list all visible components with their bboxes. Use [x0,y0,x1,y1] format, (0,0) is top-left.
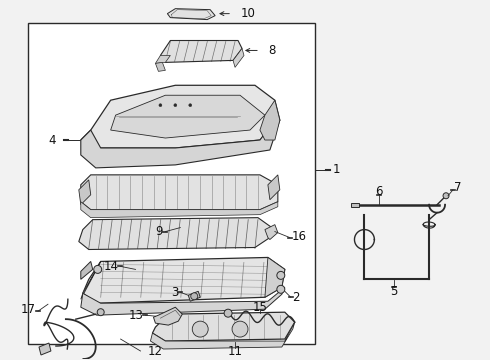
Text: 14: 14 [103,260,119,273]
Text: 16: 16 [292,230,307,243]
Polygon shape [81,85,280,148]
Polygon shape [260,100,280,140]
Polygon shape [153,307,182,325]
Text: 8: 8 [268,44,275,57]
Text: 7: 7 [454,181,462,194]
Text: 17: 17 [21,303,36,316]
Polygon shape [188,291,200,301]
Circle shape [277,271,285,279]
Circle shape [232,321,248,337]
Text: 12: 12 [148,345,163,357]
Polygon shape [268,175,280,200]
Circle shape [191,293,198,300]
Polygon shape [111,95,265,138]
Circle shape [159,104,162,107]
Circle shape [192,321,208,337]
Text: 3: 3 [171,286,178,299]
Polygon shape [150,322,295,349]
Polygon shape [152,312,295,341]
Text: 6: 6 [376,185,383,198]
Circle shape [277,285,285,293]
Polygon shape [168,9,215,19]
Text: 2: 2 [292,291,299,304]
Text: 5: 5 [391,285,398,298]
Circle shape [224,309,232,317]
Circle shape [174,104,177,107]
Polygon shape [81,120,280,168]
Polygon shape [79,218,272,249]
Polygon shape [81,261,101,299]
Text: 1: 1 [333,163,340,176]
Circle shape [443,193,449,199]
Bar [28,23,315,344]
Text: 4: 4 [49,134,56,147]
Polygon shape [81,287,285,315]
Text: 15: 15 [252,301,268,314]
Polygon shape [155,55,171,63]
Polygon shape [81,261,93,279]
Polygon shape [160,41,242,62]
Text: 10: 10 [241,7,256,20]
Polygon shape [265,225,278,239]
Polygon shape [351,203,360,207]
Polygon shape [265,257,285,297]
Text: 11: 11 [227,345,243,357]
Polygon shape [81,202,278,218]
Polygon shape [83,257,285,303]
Circle shape [97,309,104,316]
Polygon shape [155,62,166,71]
Polygon shape [233,49,244,67]
Circle shape [189,104,192,107]
Polygon shape [39,343,51,355]
Circle shape [94,265,102,273]
Text: 9: 9 [155,225,162,238]
Polygon shape [81,175,278,210]
Text: 13: 13 [128,309,144,322]
Polygon shape [79,180,91,205]
